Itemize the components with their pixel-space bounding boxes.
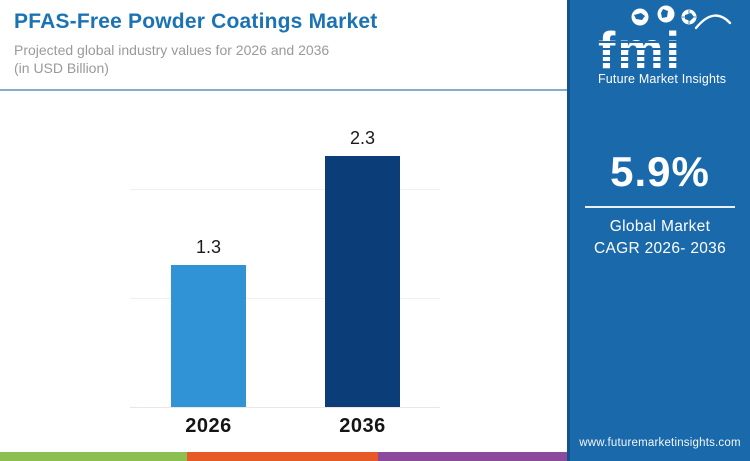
gridline: [130, 298, 440, 299]
bar-chart-plot: 1.3 2.3: [130, 100, 440, 408]
subtitle-line-1: Projected global industry values for 202…: [14, 42, 330, 58]
x-axis-labels: 2026 2036: [130, 415, 440, 439]
bar-value-label-2026: 1.3: [195, 237, 222, 258]
x-axis-baseline: [130, 407, 440, 408]
x-axis-label-2036: 2036: [339, 415, 386, 437]
cagr-divider: [585, 206, 735, 208]
cagr-label-line-2: CAGR 2026- 2036: [593, 240, 727, 257]
logo-tagline: Future Market Insights: [598, 72, 726, 86]
bar-2036: [325, 156, 400, 407]
gridline: [130, 189, 440, 190]
header-divider: [0, 89, 567, 91]
logo-swoosh: [694, 14, 732, 30]
fmi-logo: fmi Future Market Insights: [592, 4, 732, 88]
subtitle-line-2: (in USD Billion): [14, 60, 109, 76]
page-title: PFAS-Free Powder Coatings Market: [14, 10, 378, 33]
bar-2026: [171, 265, 246, 407]
cagr-label-line-1: Global Market: [609, 218, 711, 235]
logo-text: fmi: [598, 22, 682, 80]
footer-strip-green: [0, 452, 187, 461]
header: PFAS-Free Powder Coatings Market Project…: [14, 10, 554, 77]
brand-sidebar: fmi Future Market Insights 5.9% Global M…: [567, 0, 750, 461]
x-axis-label-2026: 2026: [185, 415, 232, 437]
bar-value-label-2036: 2.3: [349, 128, 376, 149]
page-subtitle: Projected global industry values for 202…: [14, 41, 554, 77]
globe-icons: [631, 5, 697, 26]
website-url: www.futuremarketinsights.com: [579, 437, 741, 449]
cagr-value: 5.9%: [610, 148, 710, 195]
footer-strip-orange: [187, 452, 378, 461]
logo-stripes: [594, 41, 696, 63]
chart-panel: PFAS-Free Powder Coatings Market Project…: [0, 10, 567, 461]
footer-strip-purple: [378, 452, 567, 461]
footer-color-strip: [0, 452, 567, 461]
fmi-logo-graphic: fmi Future Market Insights: [594, 5, 732, 86]
